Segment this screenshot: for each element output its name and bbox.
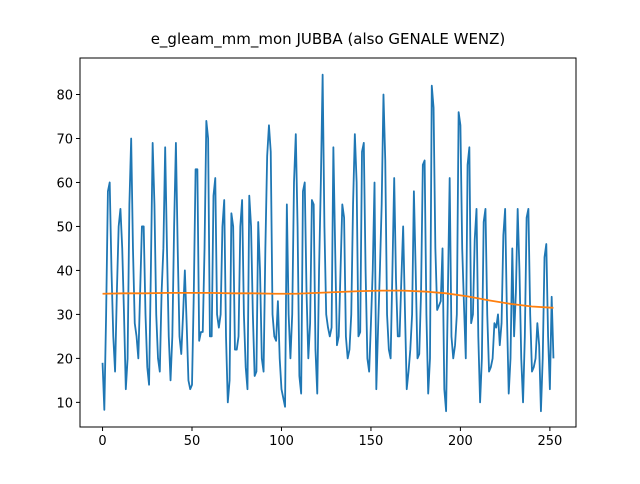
- data-line: [102, 289, 554, 309]
- y-tick-label: 30: [56, 308, 73, 323]
- y-tick-label: 60: [56, 176, 73, 191]
- y-tick-label: 10: [56, 396, 73, 411]
- y-tick-label: 80: [56, 89, 73, 104]
- x-tick-label: 200: [448, 434, 473, 449]
- x-tick-label: 0: [98, 434, 106, 449]
- x-tick-label: 150: [359, 434, 384, 449]
- y-tick-label: 20: [56, 352, 73, 367]
- plot-frame: [79, 57, 577, 428]
- x-tick-label: 100: [269, 434, 294, 449]
- data-line: [101, 73, 555, 413]
- chart-title: e_gleam_mm_mon JUBBA (also GENALE WENZ): [151, 30, 506, 49]
- y-tick-label: 40: [56, 264, 73, 279]
- y-tick-label: 50: [56, 220, 73, 235]
- x-tick-label: 250: [537, 434, 562, 449]
- y-tick-label: 70: [56, 132, 73, 147]
- x-tick-label: 50: [184, 434, 201, 449]
